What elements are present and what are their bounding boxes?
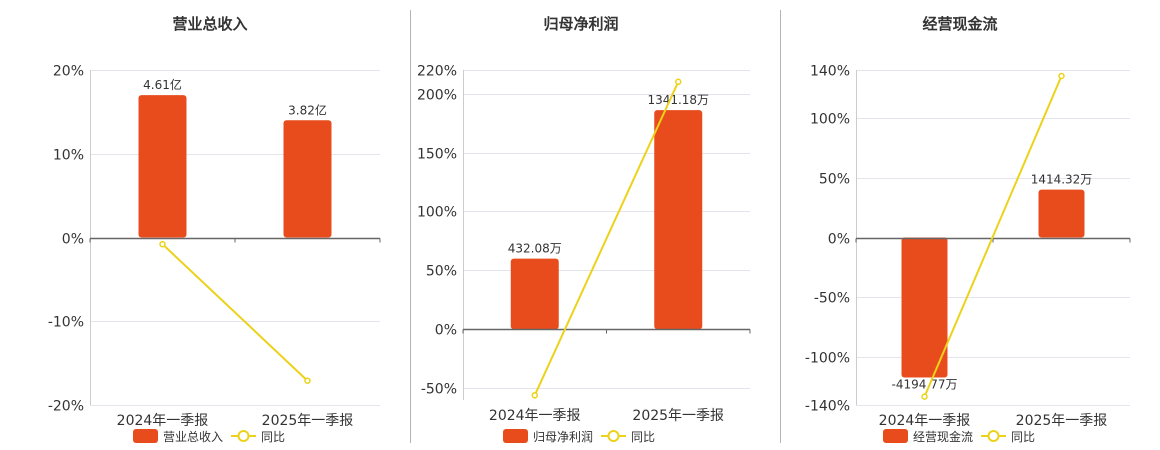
yoy-point-1 bbox=[159, 240, 166, 248]
chart-panel-1: 营业总收入 20% 10% 0% -10% -20% 4.61亿 3.82亿 2024年一季报 2… bbox=[48, 15, 381, 444]
x-tick-label: 2025年一季报 bbox=[262, 413, 354, 429]
y-tick-label: 150% bbox=[417, 147, 457, 163]
chart-title: 归母净利润 bbox=[543, 15, 618, 33]
bar-2 bbox=[654, 110, 703, 330]
bar-1 bbox=[510, 258, 559, 330]
legend: 归母净利润 同比 bbox=[503, 429, 655, 444]
y-tick-label: 10% bbox=[53, 148, 84, 164]
bar-data-label: 1414.32万 bbox=[1031, 173, 1093, 187]
y-tick-label: 100% bbox=[417, 205, 457, 221]
y-tick-label: 140% bbox=[810, 64, 850, 80]
legend-line-marker bbox=[237, 430, 250, 442]
yoy-point-2 bbox=[1058, 72, 1065, 80]
y-tick-label: 50% bbox=[426, 264, 457, 280]
legend: 经营现金流 同比 bbox=[883, 429, 1035, 444]
y-tick-label: -140% bbox=[805, 399, 850, 415]
legend-label: 同比 bbox=[261, 430, 285, 444]
yoy-line bbox=[533, 81, 680, 396]
x-tick-label: 2024年一季报 bbox=[879, 413, 971, 429]
y-tick-label: -100% bbox=[805, 351, 850, 367]
legend-label: 同比 bbox=[1011, 430, 1035, 444]
y-tick-label: 220% bbox=[417, 64, 457, 80]
y-tick-label: 20% bbox=[53, 64, 84, 80]
chart-panel-3: 经营现金流 140% 100% 50% 0% -50% -100% -140% -4194.77… bbox=[805, 15, 1131, 444]
y-tick-label: 200% bbox=[417, 88, 457, 104]
legend-label: 营业总收入 bbox=[163, 430, 223, 444]
y-tick-label: 50% bbox=[819, 172, 850, 188]
bar-2 bbox=[1038, 189, 1085, 238]
yoy-line bbox=[161, 243, 309, 382]
legend-line-marker bbox=[607, 430, 620, 442]
bar-data-label: 432.08万 bbox=[508, 242, 562, 256]
bar-1 bbox=[901, 237, 948, 378]
chart-title: 营业总收入 bbox=[172, 15, 247, 33]
legend-label: 归母净利润 bbox=[533, 430, 593, 444]
legend-bar-swatch bbox=[503, 429, 528, 443]
y-tick-label: 0% bbox=[435, 323, 457, 339]
x-tick-label: 2025年一季报 bbox=[632, 408, 724, 424]
y-tick-label: -10% bbox=[48, 315, 84, 331]
y-tick-label: 100% bbox=[810, 112, 850, 128]
bar-data-label: 4.61亿 bbox=[143, 77, 182, 92]
chart-panel-2: 归母净利润 220% 200% 150% 100% 50% 0% -50% 432.08万 134… bbox=[417, 15, 751, 444]
legend-bar-swatch bbox=[133, 429, 158, 443]
bar-2 bbox=[283, 120, 332, 238]
y-tick-label: -50% bbox=[421, 382, 457, 398]
legend-bar-swatch bbox=[883, 429, 908, 443]
legend: 营业总收入 同比 bbox=[133, 429, 285, 444]
bar-data-label: -4194.77万 bbox=[892, 377, 958, 391]
y-tick-label: -50% bbox=[814, 291, 850, 307]
x-tick-label: 2024年一季报 bbox=[117, 413, 209, 429]
yoy-point-1 bbox=[531, 392, 538, 399]
legend-line-marker bbox=[987, 430, 1000, 442]
legend-label: 同比 bbox=[631, 430, 655, 444]
yoy-line bbox=[923, 75, 1063, 398]
chart-title: 经营现金流 bbox=[922, 15, 997, 33]
y-tick-label: 0% bbox=[828, 232, 850, 248]
bar-data-label: 3.82亿 bbox=[288, 102, 327, 117]
bar-data-label: 1341.18万 bbox=[647, 93, 709, 107]
bar-1 bbox=[138, 95, 187, 238]
x-tick-label: 2024年一季报 bbox=[489, 408, 581, 424]
yoy-point-2 bbox=[304, 377, 311, 384]
y-tick-label: -20% bbox=[48, 399, 84, 415]
legend-label: 经营现金流 bbox=[913, 429, 973, 444]
y-tick-label: 0% bbox=[62, 232, 84, 248]
yoy-point-2 bbox=[675, 78, 682, 86]
yoy-point-1 bbox=[921, 393, 928, 400]
x-tick-label: 2025年一季报 bbox=[1016, 413, 1108, 429]
